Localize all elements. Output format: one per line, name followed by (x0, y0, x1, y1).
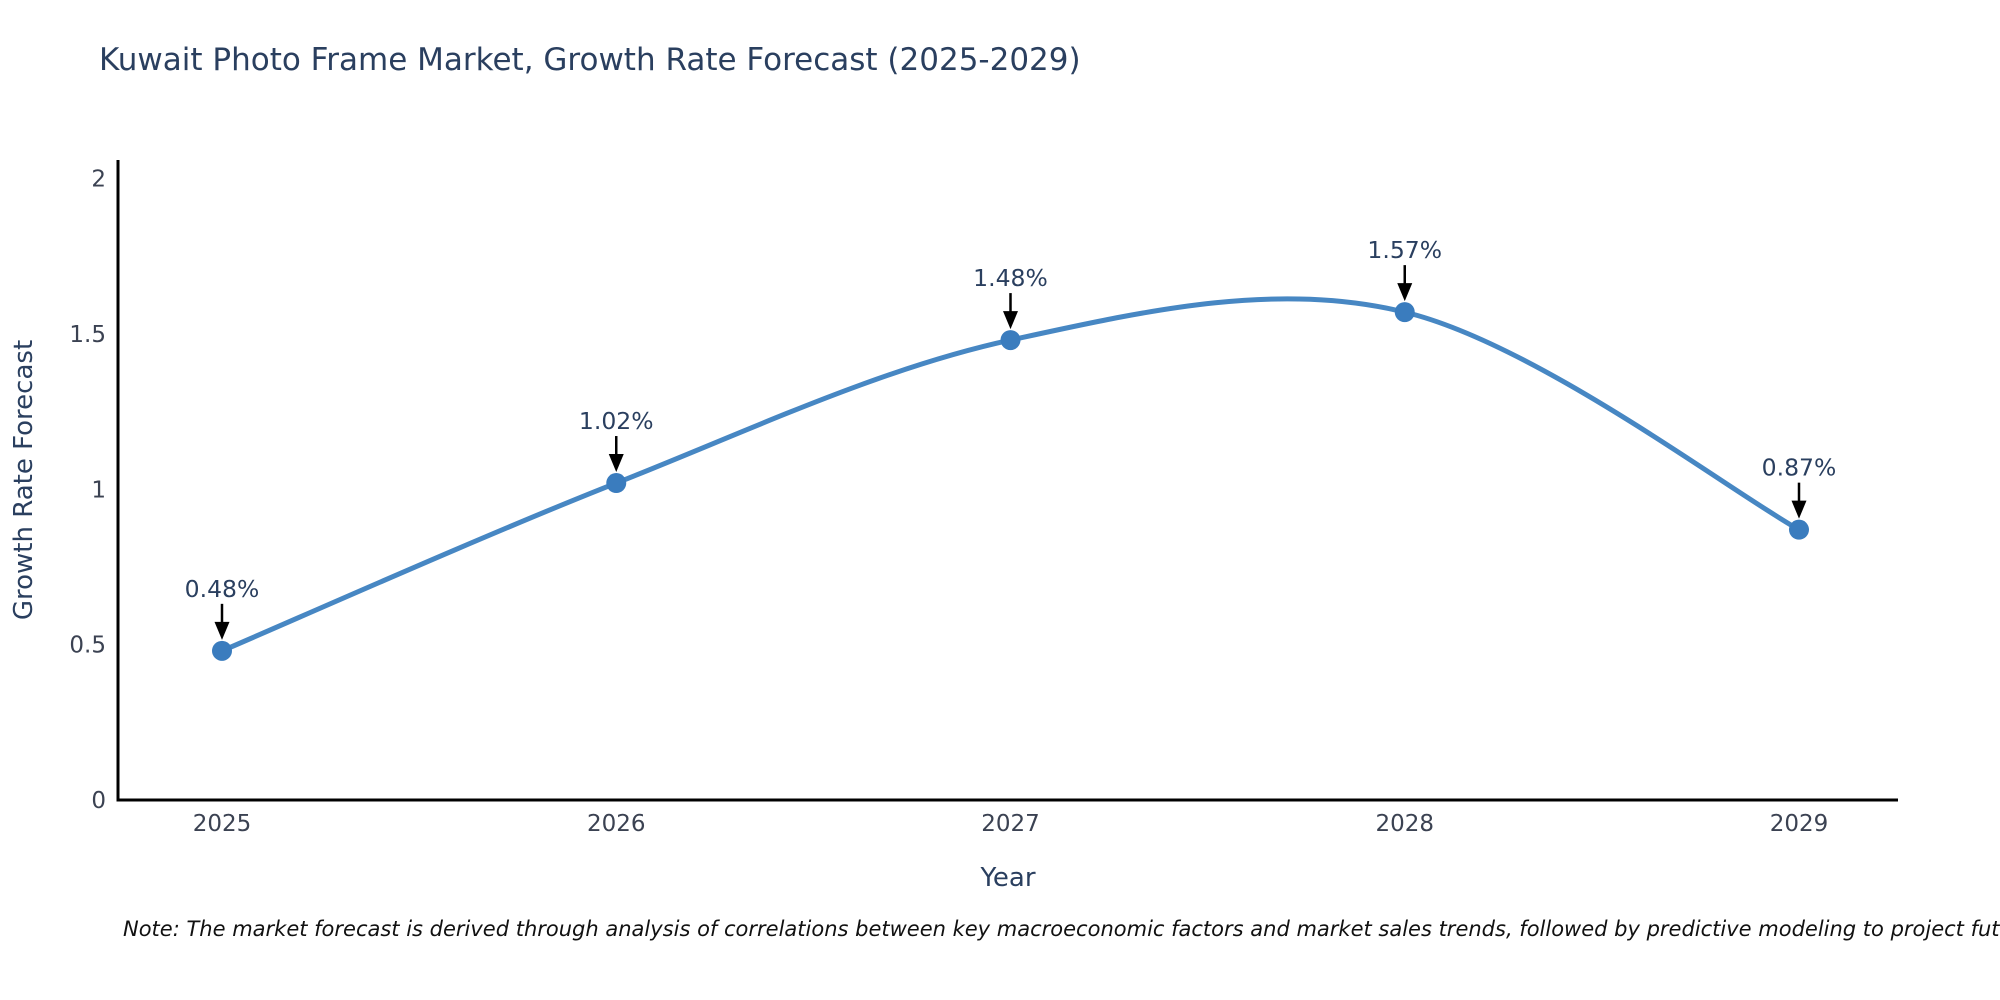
x-tick-label: 2026 (587, 811, 646, 837)
x-tick-label: 2025 (193, 811, 252, 837)
data-point-marker (212, 640, 232, 661)
annotation-arrow-head-icon (1003, 311, 1018, 330)
y-tick-label: 1 (91, 477, 106, 503)
y-tick-label: 0.5 (69, 633, 106, 659)
x-axis-title: Year (979, 863, 1035, 893)
footnote: Note: The market forecast is derived thr… (123, 917, 2000, 941)
x-tick-label: 2027 (981, 811, 1040, 837)
x-tick-label: 2028 (1375, 811, 1434, 837)
annotation-arrow-head-icon (608, 454, 624, 473)
data-point-marker (1394, 302, 1415, 323)
forecast-spline-line (219, 296, 1802, 654)
data-point-label: 1.48% (973, 264, 1048, 292)
y-axis-title: Growth Rate Forecast (9, 340, 39, 620)
data-point-label: 0.87% (1762, 454, 1837, 482)
data-point-marker (606, 473, 627, 494)
annotation-arrow-head-icon (1397, 283, 1413, 302)
data-point-label: 1.02% (579, 407, 654, 435)
x-tick-label: 2029 (1770, 811, 1829, 837)
y-tick-label: 1.5 (69, 322, 106, 348)
y-tick-label: 2 (91, 167, 106, 193)
data-point-label: 1.57% (1367, 236, 1442, 264)
annotation-arrow-head-icon (1791, 500, 1807, 519)
y-tick-label: 0 (91, 788, 106, 814)
chart-title: Kuwait Photo Frame Market, Growth Rate F… (99, 42, 1081, 78)
annotation-arrow-head-icon (214, 621, 230, 640)
data-point-marker (1789, 519, 1809, 540)
data-point-label: 0.48% (185, 575, 260, 603)
data-point-marker (1000, 330, 1021, 351)
